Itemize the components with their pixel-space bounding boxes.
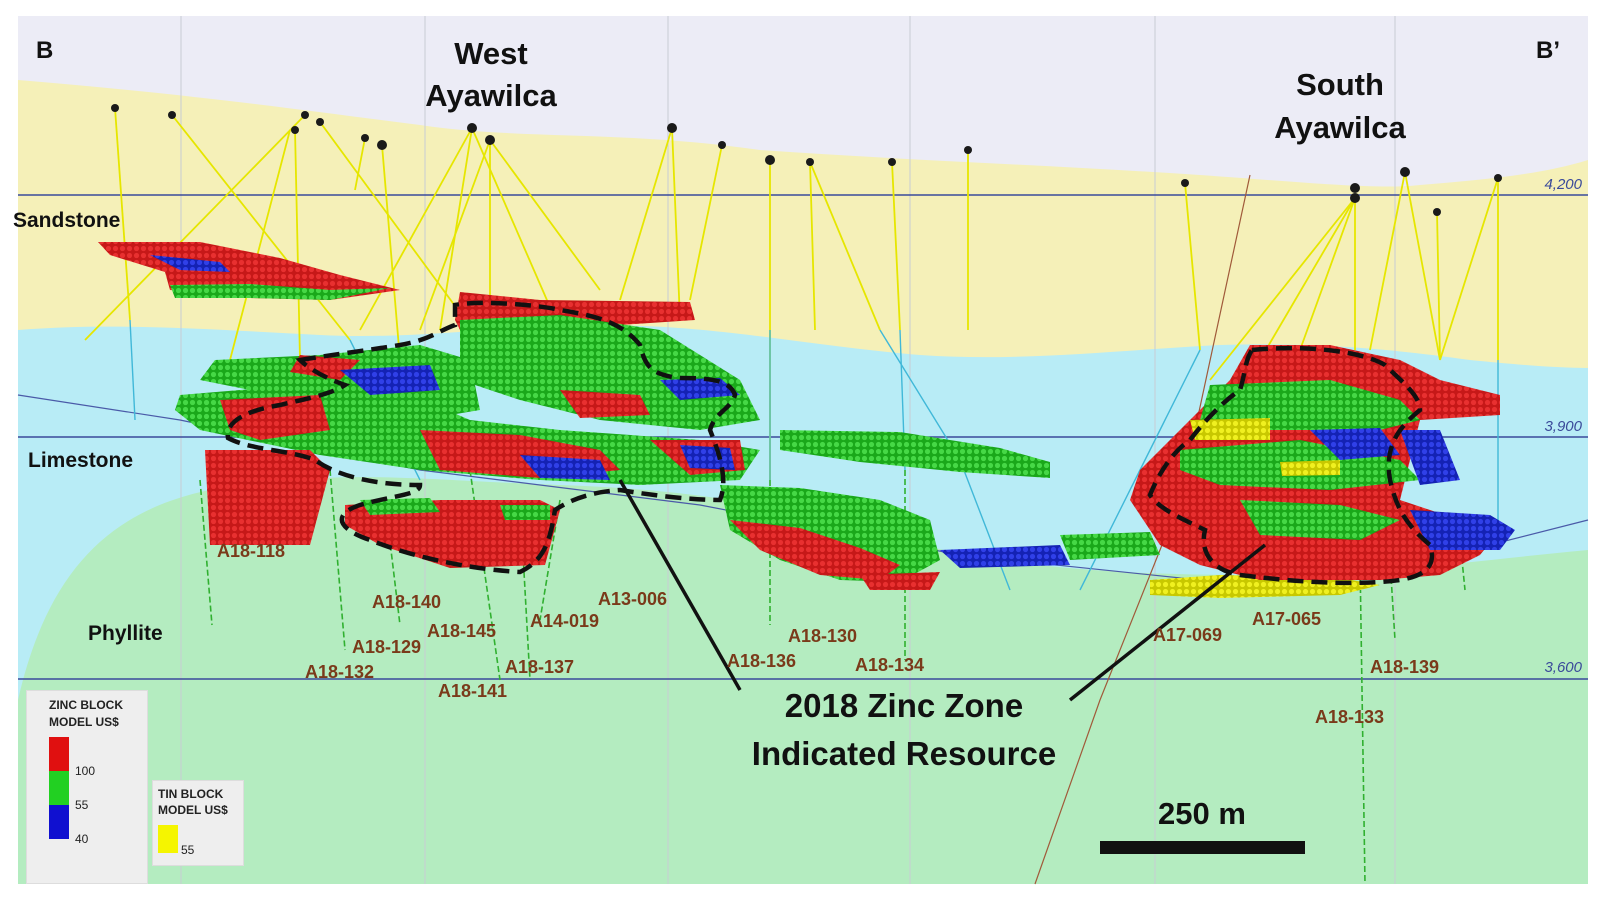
legend-swatch-yellow <box>158 825 178 853</box>
elevation-label-3900: 3,900 <box>1544 418 1582 435</box>
annotation-line2: Indicated Resource <box>752 735 1056 772</box>
block-blue <box>660 378 740 400</box>
drillhole-label: A18-140 <box>372 592 441 612</box>
block-green <box>500 505 550 520</box>
drillhole-label: A13-006 <box>598 589 667 609</box>
drillhole-label: A18-137 <box>505 657 574 677</box>
elevation-label-3600: 3,600 <box>1544 659 1582 676</box>
drillhole-label: A18-134 <box>855 655 924 675</box>
scale-bar <box>1100 841 1305 854</box>
indicated-resource-outlines <box>225 300 1435 586</box>
drillhole-label: A18-145 <box>427 621 496 641</box>
legend-zinc-tick-40: 40 <box>75 832 89 846</box>
drillhole-label: A18-129 <box>352 637 421 657</box>
block-green <box>780 430 1050 478</box>
block-red <box>730 520 900 580</box>
block-green <box>720 485 940 582</box>
legend-zinc-title-line1: ZINC BLOCK <box>49 698 123 712</box>
drillhole-label: A17-069 <box>1153 625 1222 645</box>
unit-label-limestone: Limestone <box>28 449 133 472</box>
block-red <box>290 355 360 380</box>
resource-outline-south <box>1147 345 1435 586</box>
drillhole-label: A14-019 <box>530 611 599 631</box>
unit-label-phyllite: Phyllite <box>88 622 163 645</box>
drillhole-label: A18-136 <box>727 651 796 671</box>
scale-bar-label: 250 m <box>1158 796 1246 831</box>
block-red <box>560 390 650 418</box>
drillhole-label: A18-118 <box>217 541 285 561</box>
zone-label-south-line2: Ayawilca <box>1274 110 1406 145</box>
zone-label-west-line1: West <box>454 36 528 71</box>
drillhole-label: A17-065 <box>1252 609 1321 629</box>
block-blue <box>1310 428 1400 460</box>
block-red <box>220 395 330 440</box>
legend-tin-title-line1: TIN BLOCK <box>158 787 224 801</box>
legend-zinc-tick-100: 100 <box>75 764 96 778</box>
drillhole-label: A18-130 <box>788 626 857 646</box>
drillhole-label: A18-133 <box>1315 707 1384 727</box>
unit-label-sandstone: Sandstone <box>13 209 120 232</box>
legend-swatch-red <box>49 737 69 771</box>
legend-tin-tick-55: 55 <box>181 843 195 857</box>
block-green <box>1240 500 1400 540</box>
resource-outline-west <box>225 300 738 575</box>
legend-tin-block: TIN BLOCK MODEL US$ 55 <box>152 780 244 866</box>
legend-zinc-tick-55: 55 <box>75 798 89 812</box>
block-blue <box>340 365 440 395</box>
section-start-label: B <box>36 37 53 64</box>
drill-collars <box>111 104 1502 216</box>
legend-zinc-block: ZINC BLOCK MODEL US$ 100 55 40 <box>26 690 148 884</box>
block-red <box>205 450 330 545</box>
section-end-label: B’ <box>1536 37 1560 64</box>
block-blue <box>1400 430 1460 485</box>
tin-block <box>1280 460 1340 476</box>
block-blue <box>1410 510 1515 550</box>
drillhole-label: A18-141 <box>438 681 507 701</box>
block-green <box>1060 532 1160 560</box>
legend-swatch-green <box>49 771 69 805</box>
annotation-line1: 2018 Zinc Zone <box>785 687 1023 724</box>
block-green <box>460 315 760 430</box>
legend-swatch-blue <box>49 805 69 839</box>
drillhole-label: A18-139 <box>1370 657 1439 677</box>
drillhole-label: A18-132 <box>305 662 374 682</box>
drillholes-group <box>84 107 1499 885</box>
legend-zinc-title-line2: MODEL US$ <box>49 715 119 729</box>
block-red <box>860 572 940 590</box>
tin-block <box>1190 418 1270 440</box>
block-blue <box>680 445 735 470</box>
legend-tin-title-line2: MODEL US$ <box>158 803 228 817</box>
elevation-label-4200: 4,200 <box>1544 176 1582 193</box>
block-green <box>170 284 390 300</box>
zone-label-west-line2: Ayawilca <box>425 78 557 113</box>
zone-label-south-line1: South <box>1296 67 1384 102</box>
callout-lines <box>618 479 1267 702</box>
block-blue <box>520 455 610 480</box>
fault-line <box>1034 174 1251 885</box>
block-green <box>1200 380 1420 430</box>
block-blue <box>940 545 1070 568</box>
block-blue <box>150 255 230 272</box>
